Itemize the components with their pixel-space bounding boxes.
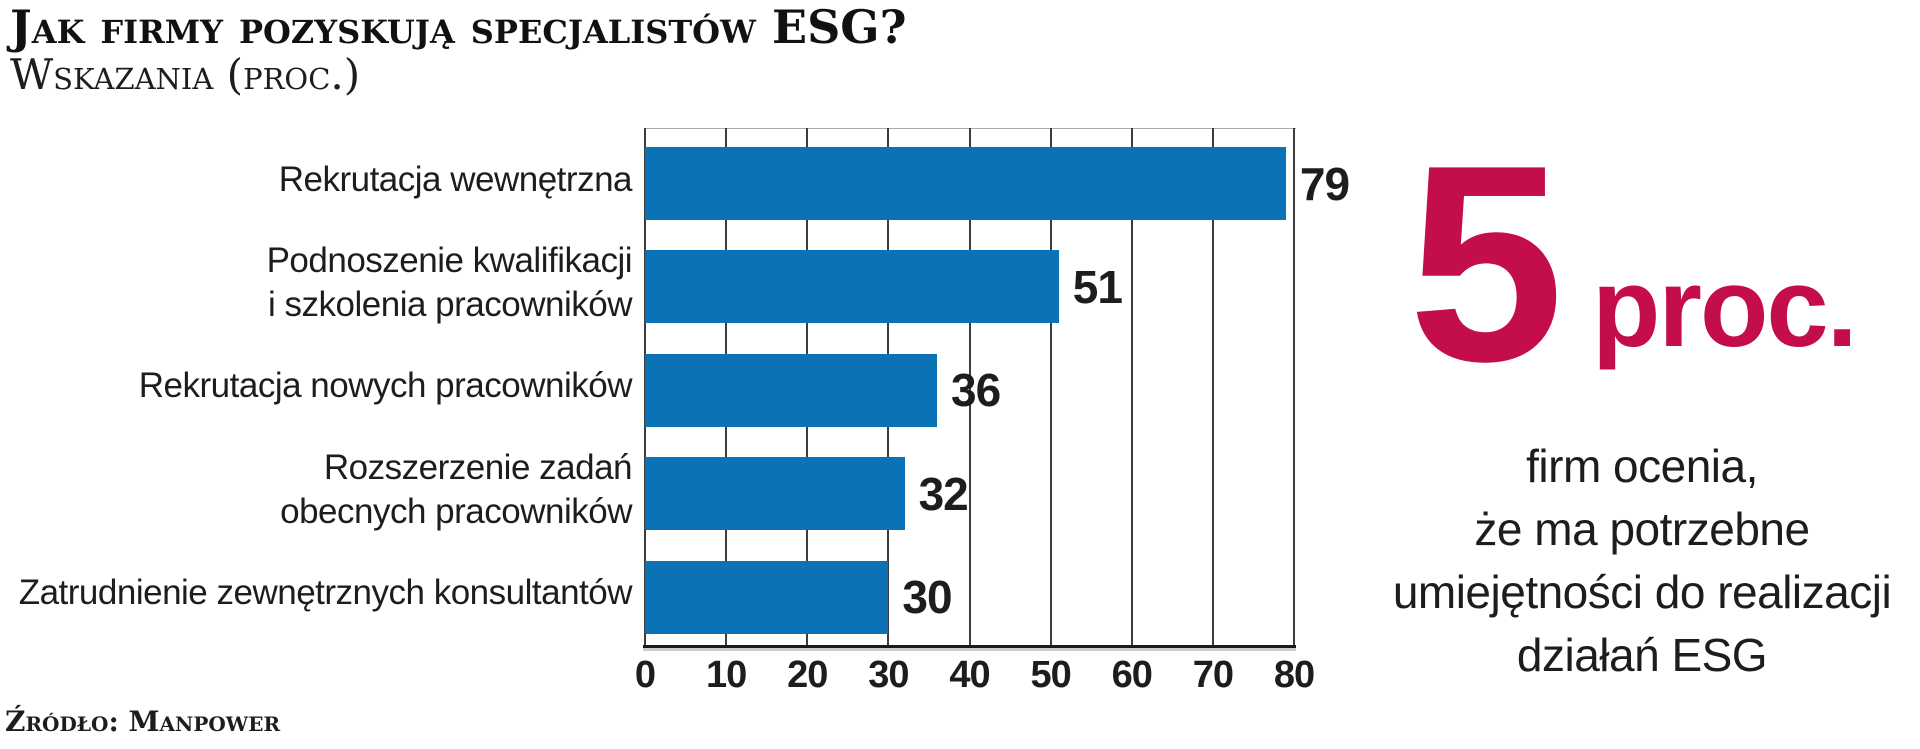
source-note: Źródło: Manpower xyxy=(5,705,281,738)
x-axis-tick-label: 20 xyxy=(787,654,828,696)
x-axis-tick-label: 60 xyxy=(1111,654,1153,696)
bar-value-label: 51 xyxy=(1072,260,1123,313)
callout-number-row: 5 proc. xyxy=(1408,108,1858,420)
bar-value-label: 30 xyxy=(902,571,952,624)
x-axis-tick-label: 0 xyxy=(634,654,656,696)
bar-value-label: 36 xyxy=(951,364,1001,417)
bar-0 xyxy=(645,147,1286,220)
x-axis-line xyxy=(643,645,1296,648)
bar-4 xyxy=(645,560,889,634)
bar-1 xyxy=(645,250,1059,324)
bar-value-label: 32 xyxy=(918,467,969,520)
x-axis-tick-label: 80 xyxy=(1273,654,1315,696)
gridline-x-80 xyxy=(1293,128,1295,645)
category-label: Podnoszenie kwalifikacji i szkolenia pra… xyxy=(266,241,633,325)
category-label: Rozszerzenie zadań obecnych pracowników xyxy=(280,447,632,531)
gridline-x-50 xyxy=(1049,128,1052,645)
category-label: Rekrutacja nowych pracowników xyxy=(138,366,633,406)
x-axis-tick-label: 30 xyxy=(868,654,909,696)
x-axis-tick-label: 70 xyxy=(1192,654,1234,696)
gridline-x-60 xyxy=(1130,128,1133,645)
page-title: Jak firmy pozyskują specjalistów ESG? xyxy=(10,0,907,54)
x-axis-tick-label: 40 xyxy=(949,654,990,696)
x-axis-shadow xyxy=(643,648,1296,651)
bar-3 xyxy=(645,457,905,531)
plot-top-border xyxy=(645,128,1296,129)
category-label: Rekrutacja wewnętrzna xyxy=(278,159,633,199)
x-axis-tick-label: 10 xyxy=(705,654,747,696)
callout-big-number: 5 xyxy=(1408,108,1564,420)
x-axis-tick-label: 50 xyxy=(1030,654,1071,696)
callout-description: firm ocenia, że ma potrzebne umiejętnośc… xyxy=(1392,440,1892,681)
category-label: Zatrudnienie zewnętrznych konsultantów xyxy=(18,573,633,613)
page-subtitle: Wskazania (proc.) xyxy=(10,50,361,99)
bar-value-label: 79 xyxy=(1299,157,1350,210)
callout-unit-label: proc. xyxy=(1591,245,1858,370)
bar-2 xyxy=(645,353,938,427)
gridline-x-40 xyxy=(968,128,971,645)
gridline-x-70 xyxy=(1211,128,1214,645)
